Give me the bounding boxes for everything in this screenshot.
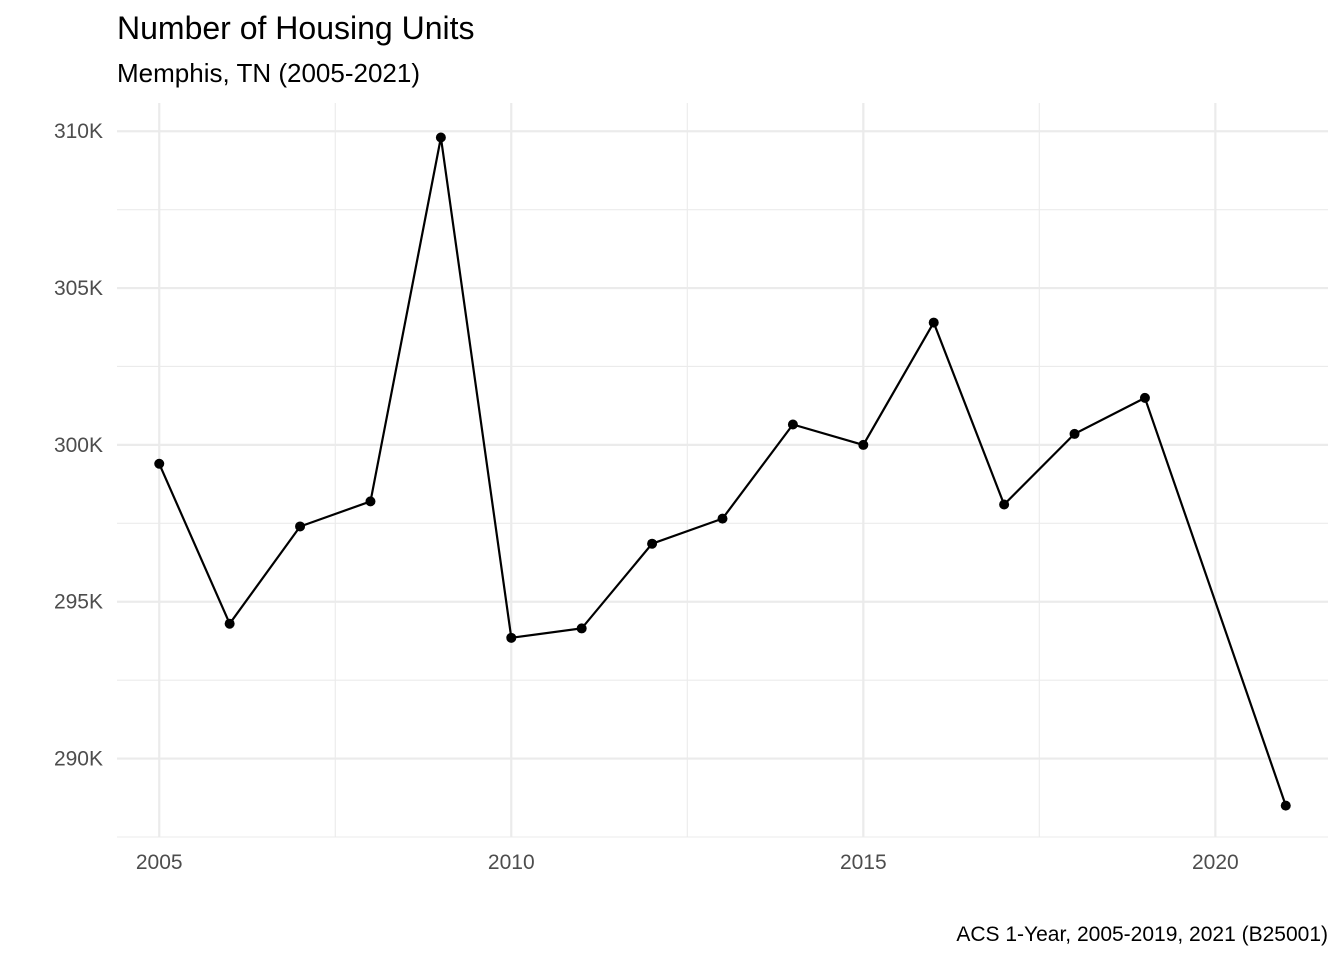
y-tick-label: 295K	[54, 591, 103, 614]
y-tick-label: 305K	[54, 277, 103, 300]
data-point-2006	[224, 618, 235, 629]
x-tick-label: 2020	[1192, 851, 1239, 874]
data-point-2019	[1139, 392, 1150, 403]
data-point-2015	[858, 439, 869, 450]
x-tick-label: 2015	[840, 851, 887, 874]
data-point-2021	[1280, 800, 1291, 811]
data-point-2017	[999, 499, 1010, 510]
chart-title: Number of Housing Units	[117, 10, 474, 46]
y-tick-label: 300K	[54, 434, 103, 457]
x-axis-tick-labels: 2005 2010 2015 2020	[136, 851, 1239, 874]
series-line	[158, 137, 1287, 806]
chart-subtitle: Memphis, TN (2005-2021)	[117, 58, 420, 88]
minor-gridlines	[117, 103, 1328, 838]
data-point-2007	[295, 521, 306, 532]
data-point-2010	[506, 632, 517, 643]
data-point-2018	[1069, 428, 1080, 439]
data-point-2014	[787, 419, 798, 430]
data-point-2005	[154, 458, 165, 469]
series-layer	[154, 132, 1291, 811]
data-point-2008	[365, 496, 376, 507]
data-point-2011	[576, 623, 587, 634]
data-point-2016	[928, 317, 939, 328]
chart-caption: ACS 1-Year, 2005-2019, 2021 (B25001)	[956, 923, 1328, 946]
data-point-2009	[435, 132, 446, 143]
data-point-2013	[717, 513, 728, 524]
data-point-2012	[647, 538, 658, 549]
y-tick-label: 290K	[54, 748, 103, 771]
y-tick-label: 310K	[54, 120, 103, 143]
x-tick-label: 2005	[136, 851, 183, 874]
x-tick-label: 2010	[488, 851, 535, 874]
y-axis-tick-labels: 290K 295K 300K 305K 310K	[54, 120, 103, 770]
major-gridlines	[117, 103, 1328, 837]
